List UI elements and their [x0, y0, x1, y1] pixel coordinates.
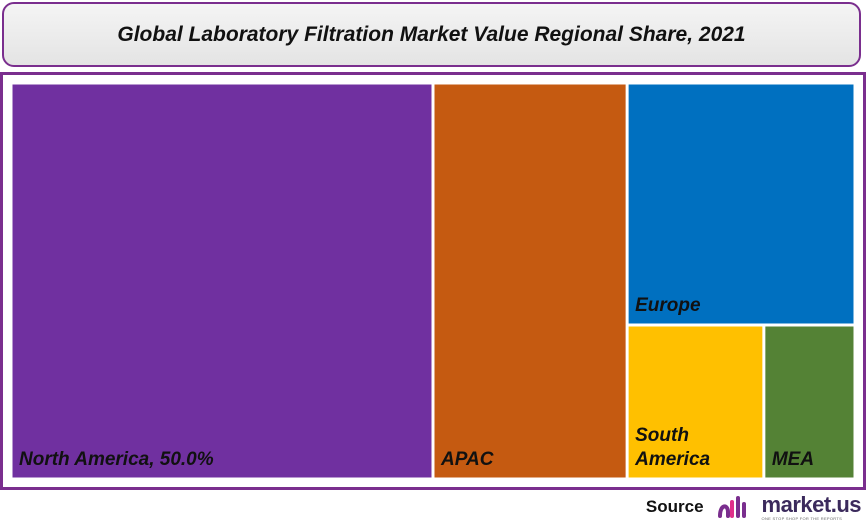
treemap-chart: North America, 50.0% APAC Europe South Ameri… [12, 84, 854, 478]
treemap-tile-south-america [628, 326, 763, 478]
chart-title-box: Global Laboratory Filtration Market Valu… [2, 2, 861, 67]
source-label: Source [645, 497, 704, 516]
brand-name: market.us [761, 491, 862, 517]
treemap-label-north-america: North America, 50.0% [19, 449, 214, 470]
treemap-label-europe: Europe [635, 295, 701, 316]
treemap-tile-europe [628, 84, 854, 324]
source-row: Source market.us ONE STOP SHOP FOR THE R… [645, 491, 862, 522]
market-us-logo-icon [717, 496, 746, 518]
treemap-tile-north-america [12, 84, 432, 478]
treemap-tile-mea [765, 326, 854, 478]
treemap-label-apac: APAC [440, 449, 494, 470]
chart-title: Global Laboratory Filtration Market Valu… [117, 22, 746, 46]
treemap-frame: North America, 50.0% APAC Europe South Ameri… [0, 72, 866, 490]
treemap-label-mea: MEA [772, 449, 814, 470]
brand-tagline: ONE STOP SHOP FOR THE REPORTS [761, 515, 843, 521]
brand: market.us ONE STOP SHOP FOR THE REPORTS [761, 491, 862, 521]
treemap-tile-apac [434, 84, 626, 478]
treemap-label-south-america: South America [634, 425, 710, 470]
